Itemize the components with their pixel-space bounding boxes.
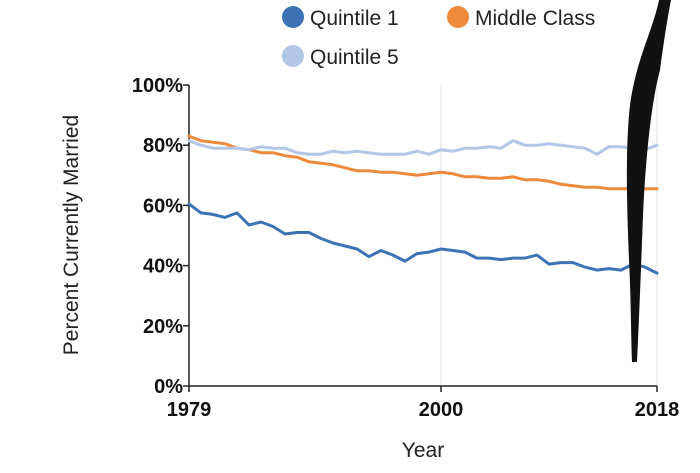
y-tick-label: 20% xyxy=(143,316,183,338)
tick-labels: 0% 20% 40% 60% 80% 100% 1979 2000 2018 xyxy=(132,75,679,421)
series-lines xyxy=(187,134,659,275)
y-tick-label: 80% xyxy=(143,135,183,157)
axes xyxy=(183,84,658,392)
legend-marker xyxy=(447,6,469,28)
series-line-middle-class xyxy=(187,134,659,191)
x-tick-label: 2000 xyxy=(419,399,464,421)
black-marker-stroke xyxy=(626,0,671,362)
x-tick-label: 2018 xyxy=(635,399,680,421)
y-tick-label: 100% xyxy=(132,75,183,97)
y-tick-label: 60% xyxy=(143,195,183,217)
legend-label: Quintile 1 xyxy=(310,7,399,30)
y-axis-title: Percent Currently Married xyxy=(60,115,83,355)
legend-marker xyxy=(282,45,304,67)
legend: Quintile 1 Middle Class Quintile 5 xyxy=(282,6,595,69)
x-axis-title: Year xyxy=(402,439,444,462)
y-tick-label: 40% xyxy=(143,256,183,278)
series-line-quintile-5 xyxy=(187,139,659,156)
legend-label: Quintile 5 xyxy=(310,46,399,69)
series-line-quintile-1 xyxy=(187,202,659,275)
legend-marker xyxy=(282,6,304,28)
gridlines xyxy=(188,85,658,386)
x-tick-label: 1979 xyxy=(167,399,212,421)
y-tick-label: 0% xyxy=(154,376,183,398)
legend-label: Middle Class xyxy=(475,7,595,30)
